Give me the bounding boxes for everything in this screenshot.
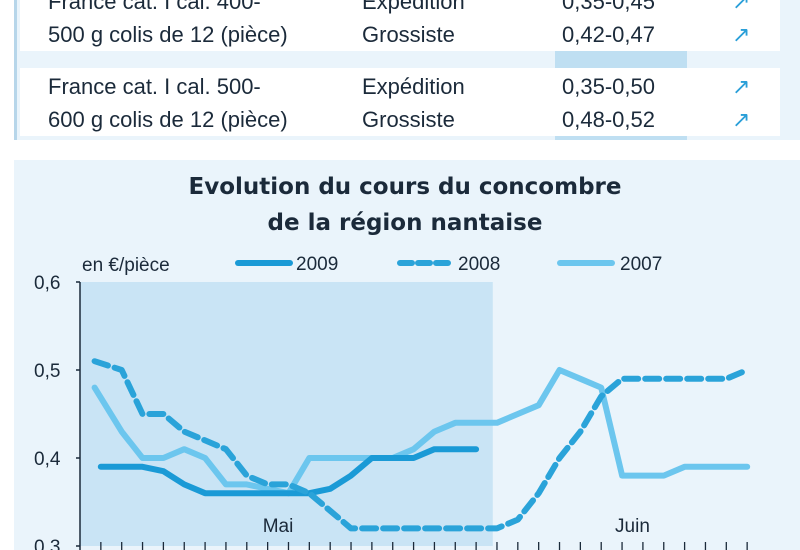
trend-cell: ↗ ↗ — [732, 0, 750, 51]
chart-title-line-1: Evolution du cours du concombre — [188, 174, 622, 200]
legend-label-2008: 2008 — [458, 254, 500, 275]
product-cell: France cat. I cal. 400- 500 g colis de 1… — [48, 0, 338, 51]
table-row: France cat. I cal. 400- 500 g colis de 1… — [20, 0, 780, 51]
legend-label-2009: 2009 — [296, 254, 338, 275]
price-cell: 0,35-0,45 0,42-0,47 — [562, 0, 655, 51]
x-month-label: Juin — [615, 516, 650, 537]
price-2: 0,42-0,47 — [562, 22, 655, 47]
channel-2: Grossiste — [362, 22, 455, 47]
channel-1: Expédition — [362, 74, 465, 99]
price-2: 0,48-0,52 — [562, 107, 655, 132]
product-line-2: 600 g colis de 12 (pièce) — [48, 107, 288, 132]
up-right-arrow-icon: ↗ — [732, 0, 751, 14]
y-tick-label: 0,3 — [34, 537, 60, 550]
series-line-2008 — [91, 358, 751, 532]
price-1: 0,35-0,45 — [562, 0, 655, 14]
price-1: 0,35-0,50 — [562, 74, 655, 99]
y-axis: 0,6 0,5 0,4 0,3 en €/pièce — [34, 255, 170, 550]
trend-cell: ↗ ↗ — [732, 70, 750, 136]
y-tick-label: 0,4 — [34, 449, 61, 470]
series-group — [91, 358, 751, 532]
legend: 2009 2008 2007 — [235, 254, 662, 275]
price-cell: 0,35-0,50 0,48-0,52 — [562, 70, 655, 136]
product-line-1: France cat. I cal. 400- — [48, 0, 261, 14]
up-right-arrow-icon: ↗ — [732, 74, 751, 99]
y-tick-label: 0,6 — [34, 273, 60, 294]
series-line-2009 — [97, 446, 480, 497]
table-row: France cat. I cal. 500- 600 g colis de 1… — [20, 68, 780, 136]
product-line-2: 500 g colis de 12 (pièce) — [48, 22, 288, 47]
chart-title-line-2: de la région nantaise — [267, 210, 543, 236]
channel-cell: Expédition Grossiste — [362, 70, 465, 136]
y-tick-label: 0,5 — [34, 361, 60, 382]
channel-2: Grossiste — [362, 107, 455, 132]
product-line-1: France cat. I cal. 500- — [48, 74, 261, 99]
up-right-arrow-icon: ↗ — [732, 22, 751, 47]
legend-label-2007: 2007 — [620, 254, 662, 275]
x-month-label: Mai — [263, 516, 294, 537]
channel-cell: Expédition Grossiste — [362, 0, 465, 51]
up-right-arrow-icon: ↗ — [732, 107, 751, 132]
series-line-2007 — [91, 367, 751, 497]
product-cell: France cat. I cal. 500- 600 g colis de 1… — [48, 70, 338, 136]
y-axis-label: en €/pièce — [82, 255, 170, 276]
channel-1: Expédition — [362, 0, 465, 14]
x-axis: Mai Juin — [100, 516, 748, 550]
